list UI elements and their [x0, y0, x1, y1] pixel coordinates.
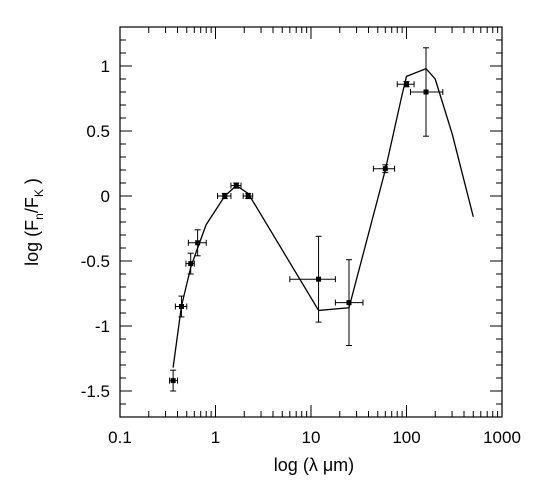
data-point	[242, 192, 254, 200]
point-marker	[222, 193, 228, 199]
y-axis: 1 0.5 0 -0.5 -1 -1.5	[81, 39, 502, 418]
data-point	[372, 164, 396, 174]
y-tick-label: 0	[101, 187, 110, 206]
data-point	[409, 47, 444, 137]
data-point	[169, 369, 178, 392]
point-marker	[170, 378, 176, 384]
data-point	[174, 295, 188, 318]
point-marker	[382, 166, 388, 172]
point-marker	[233, 183, 239, 189]
point-marker	[346, 300, 352, 306]
x-tick-label: 0.1	[108, 428, 132, 447]
point-marker	[404, 81, 409, 87]
point-marker	[188, 261, 194, 267]
model-curve-group	[172, 67, 474, 368]
point-marker	[195, 240, 201, 246]
x-axis-label: log (λ μm)	[274, 455, 354, 475]
data-point	[289, 235, 336, 323]
x-tick-label: 1	[211, 428, 220, 447]
data-point	[396, 81, 415, 88]
data-point	[187, 229, 207, 257]
y-tick-label: 1	[101, 57, 110, 76]
point-marker	[423, 89, 429, 95]
y-tick-label: -1	[95, 317, 110, 336]
point-marker	[245, 193, 251, 199]
x-tick-label: 100	[392, 428, 420, 447]
y-tick-label: -0.5	[81, 252, 110, 271]
y-axis-label: log (Fn/FK )	[22, 178, 46, 266]
data-points-group	[169, 47, 444, 392]
model-curve	[172, 67, 474, 368]
x-tick-label: 10	[302, 428, 321, 447]
data-point	[217, 192, 232, 200]
x-tick-label: 1000	[483, 428, 521, 447]
data-point	[334, 259, 364, 346]
point-marker	[316, 276, 322, 282]
point-marker	[178, 304, 184, 309]
data-point	[230, 182, 242, 189]
data-point	[185, 252, 195, 275]
x-axis: 0.1 1 10 100 1000	[108, 27, 521, 447]
y-tick-label: -1.5	[81, 382, 110, 401]
plot-frame	[119, 26, 503, 418]
y-tick-label: 0.5	[86, 122, 110, 141]
